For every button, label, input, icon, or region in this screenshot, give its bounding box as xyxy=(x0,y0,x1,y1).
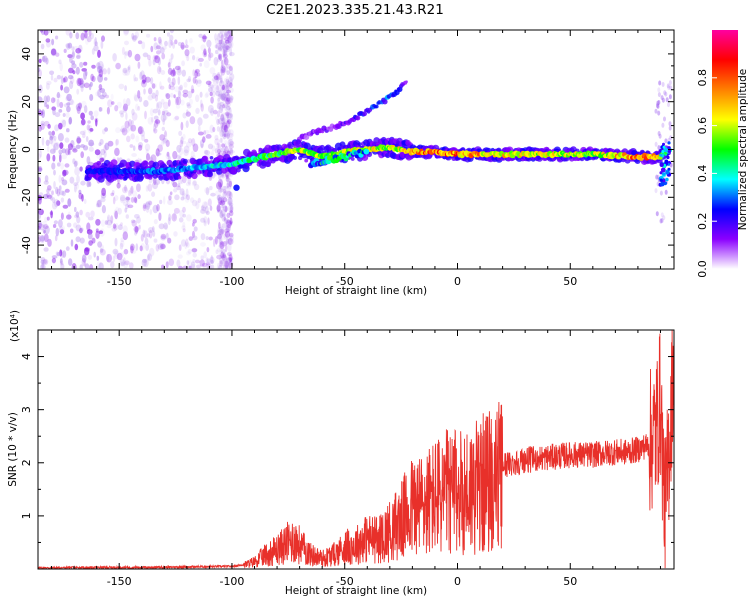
y-tick-label: 20 xyxy=(20,95,33,109)
x-tick-label: -50 xyxy=(336,575,354,588)
y-axis-label: Frequency (Hz) xyxy=(7,110,19,189)
figure-title: C2E1.2023.335.21.43.R21 xyxy=(266,2,444,18)
x-tick-label: 50 xyxy=(563,275,577,288)
colorbar: 0.0 0.2 0.4 0.6 0.8 Normalized spectral ampli… xyxy=(696,30,749,278)
y-tick-label: 3 xyxy=(20,406,33,413)
y-axis: -40 -20 0 20 40 Frequency (Hz) xyxy=(7,29,674,270)
isolated-blob xyxy=(233,184,240,191)
y-axis-label: SNR (10 * v/v) xyxy=(7,412,19,487)
spectrogram-chart: -150 -100 -50 0 50 Height of straight line (k… xyxy=(7,29,675,297)
plot-frame-bottom xyxy=(37,329,675,570)
colorbar-tick-label: 0.8 xyxy=(696,69,709,87)
y-tick-label: 2 xyxy=(20,459,33,466)
x-axis: -150 -100 -50 0 50 Height of straight line (k… xyxy=(51,30,661,297)
x-axis-label: Height of straight line (km) xyxy=(285,585,427,597)
x-tick-label: 50 xyxy=(563,575,577,588)
x-tick-label: -150 xyxy=(107,575,132,588)
colorbar-tick-label: 0.2 xyxy=(696,212,709,230)
x-axis-label: Height of straight line (km) xyxy=(285,285,427,297)
y-axis-unit: (x10⁴) xyxy=(9,310,21,342)
colorbar-axis: 0.0 0.2 0.4 0.6 0.8 Normalized spectral ampli… xyxy=(696,69,749,278)
x-tick-label: -50 xyxy=(336,275,354,288)
colorbar-tick-label: 0.0 xyxy=(696,260,709,278)
x-tick-label: -100 xyxy=(219,275,244,288)
y-tick-label: -40 xyxy=(20,236,33,254)
colorbar-tick-label: 0.4 xyxy=(696,165,709,183)
colorbar-tick-label: 0.6 xyxy=(696,117,709,135)
y-tick-label: 40 xyxy=(20,47,33,61)
x-tick-label: 0 xyxy=(454,275,461,288)
x-tick-label: -150 xyxy=(107,275,132,288)
colorbar-label: Normalized spectral amplitude xyxy=(737,69,749,230)
y-tick-label: 1 xyxy=(20,512,33,519)
x-tick-label: -100 xyxy=(219,575,244,588)
x-axis-bottom: -150 -100 -50 0 50 Height of straight line (k… xyxy=(51,330,661,597)
colorbar-gradient xyxy=(712,30,738,269)
y-axis-bottom: 1 2 3 4 SNR (10 * v/v) (x10⁴) xyxy=(7,310,674,570)
spectral-ridge xyxy=(84,136,672,191)
y-tick-label: 4 xyxy=(20,353,33,360)
spectral-branch xyxy=(296,80,408,142)
spectrogram-plot-area xyxy=(38,30,673,269)
snr-trace xyxy=(38,330,674,569)
x-tick-label: 0 xyxy=(454,575,461,588)
y-tick-label: -20 xyxy=(20,188,33,206)
y-tick-label: 0 xyxy=(20,146,33,153)
